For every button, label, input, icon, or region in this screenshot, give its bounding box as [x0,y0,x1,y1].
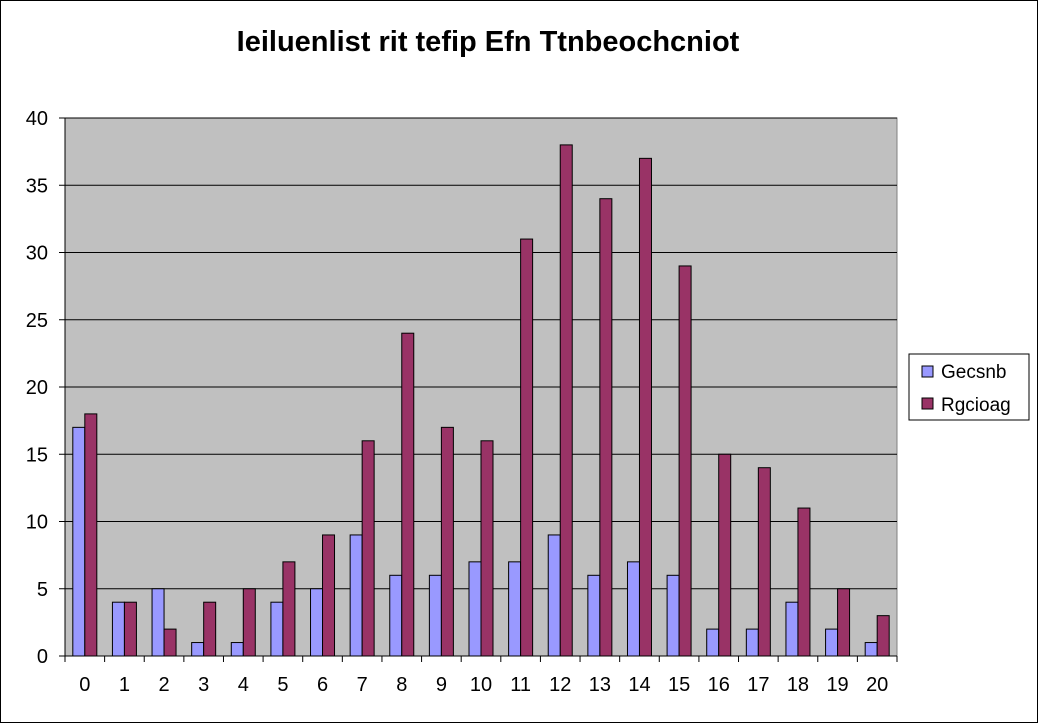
bar-rgcioag-3 [203,601,217,657]
bar-rgcioag-13 [599,198,613,657]
bar-rgcioag-18 [797,507,811,657]
x-tick-label-3: 3 [198,674,209,696]
x-tick-label-12: 12 [549,674,571,696]
y-tick-label-0: 0 [37,646,48,668]
bar-gecsnb-7 [349,534,363,657]
bar-gecsnb-14 [626,561,640,657]
bar-gecsnb-3 [191,642,205,657]
bar-rgcioag-6 [322,534,336,657]
x-tick-label-14: 14 [628,674,650,696]
x-tick-label-19: 19 [826,674,848,696]
x-tick-label-13: 13 [589,674,611,696]
y-tick-label-10: 10 [26,512,48,534]
bar-gecsnb-1 [111,601,125,657]
bar-rgcioag-5 [282,561,296,657]
bar-rgcioag-15 [678,265,692,657]
bar-rgcioag-19 [837,588,851,657]
x-tick-label-4: 4 [238,674,249,696]
x-tick-label-16: 16 [708,674,730,696]
bar-rgcioag-0 [84,413,98,657]
bar-rgcioag-16 [718,453,732,657]
x-tick-label-5: 5 [277,674,288,696]
bar-rgcioag-2 [163,628,177,657]
bar-gecsnb-2 [151,588,165,657]
legend-swatch-gecsnb [921,365,934,378]
bar-gecsnb-0 [72,426,86,657]
x-tick-label-1: 1 [119,674,130,696]
bar-gecsnb-8 [389,574,403,657]
y-tick-label-25: 25 [26,310,48,332]
bar-rgcioag-12 [559,144,573,657]
x-tick-label-0: 0 [79,674,90,696]
y-axis-ticks: 0 5 10 15 20 25 30 35 40 [26,108,65,668]
bar-gecsnb-9 [428,574,442,657]
legend: Gecsnb Rgcioag [908,353,1030,421]
bar-rgcioag-4 [242,588,256,657]
x-tick-label-10: 10 [470,674,492,696]
x-tick-label-9: 9 [436,674,447,696]
legend-label-rgcioag: Rgcioag [941,395,1011,416]
x-tick-label-20: 20 [866,674,888,696]
bar-rgcioag-8 [401,332,415,657]
bar-gecsnb-19 [825,628,839,657]
bar-gecsnb-20 [864,642,878,657]
bar-gecsnb-18 [785,601,799,657]
y-tick-label-5: 5 [37,579,48,601]
bar-gecsnb-13 [587,574,601,657]
bar-rgcioag-10 [480,440,494,657]
x-tick-label-6: 6 [317,674,328,696]
x-tick-label-18: 18 [787,674,809,696]
x-axis-ticks: 0 1 2 3 4 5 6 7 8 9 10 11 12 13 14 15 16 17 18 19 20 [64,656,898,696]
x-tick-label-15: 15 [668,674,690,696]
y-tick-label-20: 20 [26,377,48,399]
legend-swatch-rgcioag [921,397,934,410]
bar-rgcioag-9 [440,426,454,657]
bar-gecsnb-12 [547,534,561,657]
x-tick-label-17: 17 [747,674,769,696]
bar-gecsnb-16 [706,628,720,657]
bar-gecsnb-15 [666,574,680,657]
y-tick-label-35: 35 [26,175,48,197]
bar-gecsnb-10 [468,561,482,657]
y-tick-label-40: 40 [26,108,48,130]
bar-rgcioag-14 [638,157,652,657]
bar-gecsnb-11 [508,561,522,657]
bar-rgcioag-11 [520,238,534,657]
x-tick-label-2: 2 [158,674,169,696]
bar-gecsnb-4 [230,642,244,657]
bar-rgcioag-20 [876,615,890,657]
bar-rgcioag-17 [757,467,771,657]
x-tick-label-8: 8 [396,674,407,696]
bar-rgcioag-7 [361,440,375,657]
bar-gecsnb-5 [270,601,284,657]
bar-gecsnb-6 [310,588,324,657]
y-tick-label-15: 15 [26,444,48,466]
bar-gecsnb-17 [745,628,759,657]
legend-label-gecsnb: Gecsnb [941,362,1006,383]
x-tick-label-7: 7 [357,674,368,696]
bar-rgcioag-1 [123,601,137,657]
x-tick-label-11: 11 [510,674,531,696]
y-tick-label-30: 30 [26,243,48,265]
chart-title: Ieiluenlist rit tefip Efn Ttnbeochcniot [237,26,740,58]
